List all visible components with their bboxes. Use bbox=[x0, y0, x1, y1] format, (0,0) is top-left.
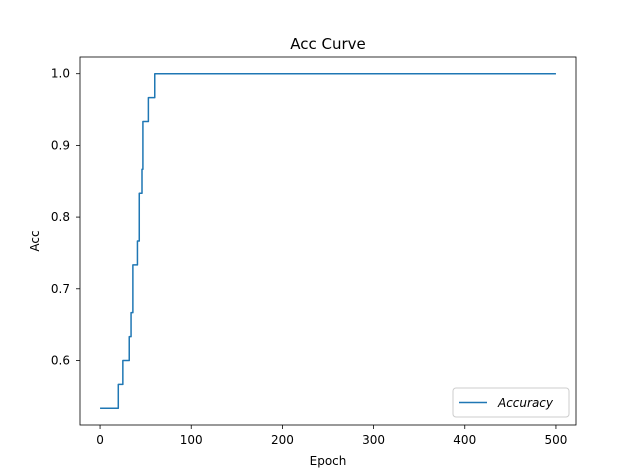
y-tick-label: 0.6 bbox=[51, 353, 70, 367]
series-layer bbox=[100, 72, 556, 410]
y-tick-label: 1.0 bbox=[51, 67, 70, 81]
plot-frame bbox=[79, 56, 577, 426]
x-tick-label: 200 bbox=[271, 433, 294, 447]
x-tick-label: 300 bbox=[362, 433, 385, 447]
legend-box bbox=[452, 387, 570, 418]
x-tick-label: 100 bbox=[180, 433, 203, 447]
x-tick-label: 0 bbox=[96, 433, 104, 447]
y-axis-ticks: 0.6 0.7 0.8 0.9 1.0 bbox=[51, 67, 80, 367]
x-tick-label: 400 bbox=[453, 433, 476, 447]
legend-label-accuracy: Accuracy bbox=[497, 396, 554, 410]
plot-area bbox=[80, 57, 576, 425]
x-tick-label: 500 bbox=[544, 433, 567, 447]
chart-title: Acc Curve bbox=[290, 35, 366, 53]
x-axis-label: Epoch bbox=[310, 454, 347, 468]
x-axis-ticks: 0 100 200 300 400 500 bbox=[96, 425, 567, 447]
series-line-accuracy bbox=[100, 72, 556, 410]
y-tick-label: 0.8 bbox=[51, 210, 70, 224]
y-tick-label: 0.9 bbox=[51, 138, 70, 152]
y-axis-label: Acc bbox=[28, 230, 42, 251]
legend: Accuracy bbox=[452, 387, 570, 418]
y-tick-label: 0.7 bbox=[51, 282, 70, 296]
